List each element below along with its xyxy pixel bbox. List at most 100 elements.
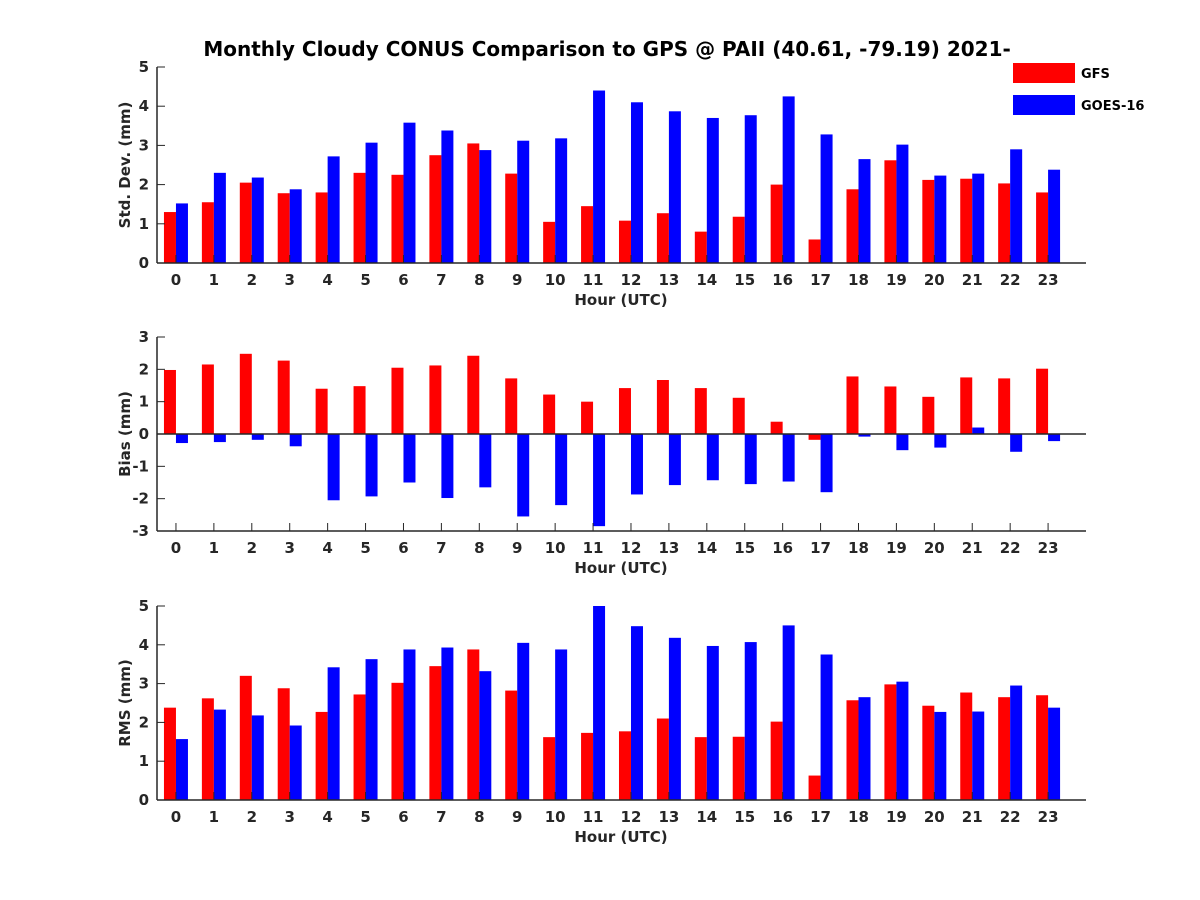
x-tick-label: 20 [924, 539, 945, 557]
bar-goes16-hour-15 [744, 642, 757, 800]
bar-goes16-hour-7 [441, 434, 454, 499]
bar-gfs-hour-21 [960, 692, 973, 800]
bar-gfs-hour-19 [884, 160, 897, 263]
legend-swatch-goes16 [1013, 95, 1075, 115]
y-tick-label: 3 [139, 136, 149, 154]
bar-goes16-hour-23 [1048, 434, 1061, 442]
bar-gfs-hour-10 [543, 221, 556, 263]
bar-goes16-hour-6 [403, 122, 416, 263]
x-tick-label: 11 [583, 808, 604, 826]
bar-gfs-hour-14 [694, 231, 707, 263]
x-tick-label: 9 [512, 808, 522, 826]
legend-label-gfs: GFS [1081, 67, 1110, 82]
bar-gfs-hour-9 [505, 173, 518, 263]
bar-goes16-hour-18 [858, 697, 871, 800]
x-tick-label: 12 [621, 271, 642, 289]
bar-goes16-hour-15 [744, 115, 757, 263]
x-tick-label: 0 [171, 808, 181, 826]
x-tick-label: 3 [284, 539, 294, 557]
bar-gfs-hour-8 [467, 143, 480, 263]
x-tick-label: 13 [658, 539, 679, 557]
bar-gfs-hour-6 [391, 682, 404, 800]
y-tick-label: 0 [139, 791, 149, 809]
y-tick-label: 4 [139, 97, 149, 115]
y-tick-label: 1 [139, 215, 149, 233]
x-tick-label: 15 [734, 271, 755, 289]
bar-gfs-hour-13 [656, 718, 669, 800]
x-tick-label: 4 [322, 271, 332, 289]
bar-gfs-hour-2 [239, 675, 252, 800]
bar-gfs-hour-12 [618, 388, 631, 434]
bar-gfs-hour-15 [732, 397, 745, 434]
x-tick-label: 21 [962, 808, 983, 826]
bar-gfs-hour-2 [239, 182, 252, 263]
x-tick-label: 14 [696, 271, 717, 289]
bar-gfs-hour-17 [808, 434, 821, 440]
x-tick-label: 0 [171, 539, 181, 557]
y-tick-label: -2 [132, 490, 149, 508]
y-tick-label: 4 [139, 636, 149, 654]
bar-gfs-hour-20 [922, 179, 935, 263]
bar-gfs-hour-1 [201, 698, 214, 800]
x-tick-label: 16 [772, 808, 793, 826]
bar-goes16-hour-0 [175, 434, 188, 444]
bar-gfs-hour-15 [732, 216, 745, 263]
x-tick-label: 7 [436, 271, 446, 289]
bar-gfs-hour-23 [1036, 368, 1049, 434]
x-tick-label: 11 [583, 271, 604, 289]
bar-goes16-hour-21 [972, 173, 985, 263]
bar-goes16-hour-3 [289, 434, 302, 447]
bar-goes16-hour-11 [593, 90, 606, 264]
y-tick-label: 1 [139, 752, 149, 770]
bar-goes16-hour-23 [1048, 707, 1061, 800]
x-tick-label: 5 [360, 808, 370, 826]
x-tick-label: 8 [474, 539, 484, 557]
bar-goes16-hour-0 [175, 739, 188, 800]
x-tick-label: 14 [696, 539, 717, 557]
bar-goes16-hour-2 [251, 715, 264, 800]
bar-goes16-hour-13 [668, 637, 681, 800]
bar-goes16-hour-5 [365, 659, 378, 800]
x-tick-label: 19 [886, 539, 907, 557]
bar-goes16-hour-14 [706, 645, 719, 800]
bar-goes16-hour-11 [593, 606, 606, 800]
x-tick-label: 1 [209, 539, 219, 557]
bar-gfs-hour-23 [1036, 695, 1049, 800]
bar-goes16-hour-14 [706, 117, 719, 264]
bar-gfs-hour-10 [543, 737, 556, 800]
bar-gfs-hour-17 [808, 775, 821, 800]
bar-goes16-hour-12 [630, 102, 643, 263]
bar-goes16-hour-6 [403, 434, 416, 483]
bar-gfs-hour-20 [922, 396, 935, 434]
bar-gfs-hour-5 [353, 172, 366, 263]
bar-gfs-hour-2 [239, 353, 252, 434]
x-tick-label: 20 [924, 808, 945, 826]
x-tick-label: 9 [512, 271, 522, 289]
bar-gfs-hour-5 [353, 694, 366, 800]
x-tick-label: 7 [436, 808, 446, 826]
x-tick-label: 6 [398, 808, 408, 826]
x-tick-label: 5 [360, 539, 370, 557]
bar-gfs-hour-21 [960, 178, 973, 263]
bar-goes16-hour-14 [706, 434, 719, 481]
legend-label-goes16: GOES-16 [1081, 99, 1144, 114]
bar-gfs-hour-4 [315, 388, 328, 434]
x-tick-label: 4 [322, 539, 332, 557]
bar-gfs-hour-6 [391, 174, 404, 263]
bar-goes16-hour-2 [251, 434, 264, 440]
x-tick-label: 15 [734, 539, 755, 557]
x-tick-label: 1 [209, 271, 219, 289]
bar-goes16-hour-12 [630, 626, 643, 800]
x-tick-label: 13 [658, 271, 679, 289]
x-tick-label: 18 [848, 539, 869, 557]
bar-gfs-hour-1 [201, 202, 214, 263]
x-tick-label: 5 [360, 271, 370, 289]
bar-gfs-hour-0 [163, 369, 176, 434]
x-axis-label: Hour (UTC) [574, 559, 667, 577]
bar-gfs-hour-23 [1036, 192, 1049, 263]
bar-gfs-hour-18 [846, 376, 859, 434]
y-tick-label: 0 [139, 425, 149, 443]
